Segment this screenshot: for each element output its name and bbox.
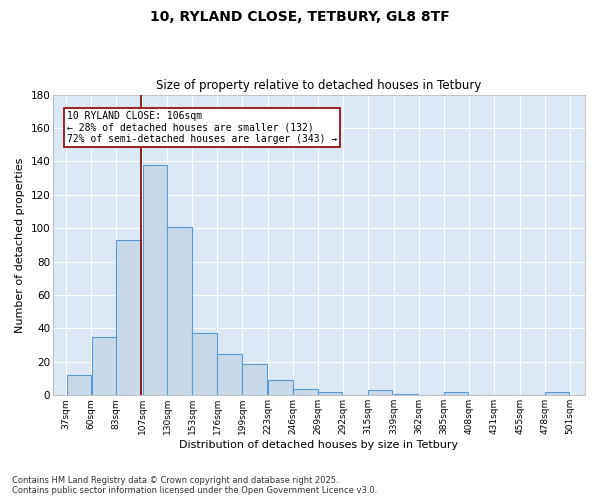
Text: 10 RYLAND CLOSE: 106sqm
← 28% of detached houses are smaller (132)
72% of semi-d: 10 RYLAND CLOSE: 106sqm ← 28% of detache… — [67, 112, 337, 144]
Bar — [92, 337, 116, 396]
Bar — [394, 394, 418, 396]
Bar — [445, 392, 469, 396]
Bar — [293, 388, 317, 396]
Y-axis label: Number of detached properties: Number of detached properties — [15, 157, 25, 332]
X-axis label: Distribution of detached houses by size in Tetbury: Distribution of detached houses by size … — [179, 440, 458, 450]
Bar — [143, 164, 167, 396]
Title: Size of property relative to detached houses in Tetbury: Size of property relative to detached ho… — [157, 79, 482, 92]
Bar — [116, 240, 140, 396]
Bar — [217, 354, 242, 396]
Text: 10, RYLAND CLOSE, TETBURY, GL8 8TF: 10, RYLAND CLOSE, TETBURY, GL8 8TF — [150, 10, 450, 24]
Bar — [167, 226, 191, 396]
Text: Contains HM Land Registry data © Crown copyright and database right 2025.
Contai: Contains HM Land Registry data © Crown c… — [12, 476, 377, 495]
Bar — [368, 390, 392, 396]
Bar — [193, 334, 217, 396]
Bar — [242, 364, 266, 396]
Bar — [319, 392, 343, 396]
Bar — [67, 375, 91, 396]
Bar — [545, 392, 569, 396]
Bar — [268, 380, 293, 396]
